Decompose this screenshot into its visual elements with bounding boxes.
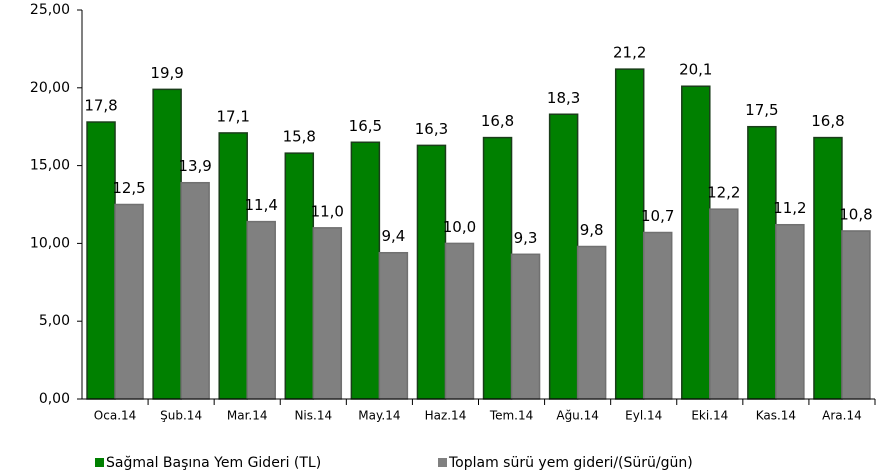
value-label: 11,4 <box>245 196 278 214</box>
bar <box>614 68 645 400</box>
value-label: 9,3 <box>514 229 538 247</box>
legend-label: Toplam sürü yem gideri/(Sürü/gün) <box>448 455 693 471</box>
bar <box>576 245 607 400</box>
y-tick-label: 15,00 <box>30 158 70 174</box>
bar <box>813 136 843 400</box>
bar <box>378 251 409 400</box>
x-tick-label: Ara.14 <box>822 409 862 423</box>
bar <box>152 88 182 400</box>
legend-swatch <box>438 458 447 467</box>
x-tick-label: Oca.14 <box>94 409 136 423</box>
x-tick-label: Mar.14 <box>227 409 268 423</box>
bar <box>180 181 210 400</box>
bar <box>350 141 381 400</box>
y-tick-label: 20,00 <box>30 80 70 96</box>
y-tick-label: 25,00 <box>30 2 70 18</box>
bar <box>284 152 315 400</box>
value-label: 16,3 <box>415 120 448 138</box>
bar <box>681 85 711 400</box>
value-label: 9,4 <box>381 227 405 245</box>
bar <box>642 231 673 400</box>
value-label: 18,3 <box>547 89 580 107</box>
bar <box>841 230 871 400</box>
y-tick-label: 5,00 <box>39 313 70 329</box>
bar <box>510 253 541 400</box>
value-label: 10,8 <box>839 205 872 223</box>
value-label: 11,0 <box>311 202 344 220</box>
bar <box>86 121 116 400</box>
value-label: 16,5 <box>349 117 382 135</box>
value-label: 20,1 <box>679 61 712 79</box>
legend-label: Sağmal Başına Yem Gideri (TL) <box>106 455 321 471</box>
value-label: 17,8 <box>84 97 117 115</box>
bar <box>218 132 248 400</box>
bar <box>747 125 777 400</box>
legend-swatch <box>95 458 104 467</box>
x-tick-label: Haz.14 <box>425 409 467 423</box>
y-tick-label: 0,00 <box>39 391 70 407</box>
value-label: 21,2 <box>613 44 646 62</box>
value-label: 16,8 <box>481 112 514 130</box>
bar <box>444 242 475 400</box>
bar <box>416 144 447 400</box>
x-tick-label: Eki.14 <box>691 409 728 423</box>
value-label: 12,5 <box>112 179 145 197</box>
x-tick-label: Tem.14 <box>489 409 533 423</box>
value-label: 9,8 <box>580 221 604 239</box>
value-label: 15,8 <box>283 128 316 146</box>
bar <box>775 223 805 400</box>
x-tick-label: Kas.14 <box>756 409 796 423</box>
bar <box>312 227 343 400</box>
x-tick-label: Eyl.14 <box>625 409 662 423</box>
value-label: 17,1 <box>217 107 250 125</box>
bar <box>548 113 579 400</box>
x-tick-label: Şub.14 <box>160 409 202 423</box>
x-tick-label: May.14 <box>358 409 400 423</box>
bar <box>482 136 513 400</box>
value-label: 13,9 <box>178 157 211 175</box>
value-label: 19,9 <box>150 64 183 82</box>
bar <box>709 208 739 400</box>
bar <box>114 203 144 400</box>
x-tick-label: Ağu.14 <box>556 409 599 423</box>
y-tick-label: 10,00 <box>30 235 70 251</box>
value-label: 10,7 <box>641 207 674 225</box>
value-label: 17,5 <box>745 101 778 119</box>
bar <box>246 220 276 400</box>
value-label: 11,2 <box>773 199 806 217</box>
value-label: 10,0 <box>443 218 476 236</box>
value-label: 16,8 <box>811 112 844 130</box>
x-tick-label: Nis.14 <box>294 409 332 423</box>
value-label: 12,2 <box>707 184 740 202</box>
